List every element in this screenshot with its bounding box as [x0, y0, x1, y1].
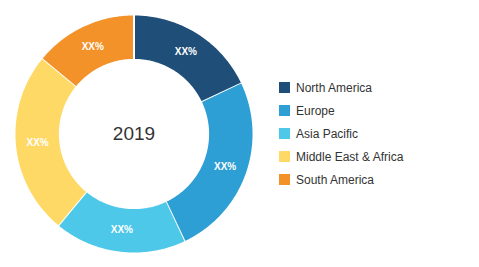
svg-text:2019: 2019 [113, 123, 155, 144]
html-text:Asia Pacific: Asia Pacific [296, 126, 358, 141]
html-text:North America: North America [296, 80, 372, 95]
html-text:South America: South America [296, 172, 374, 187]
html-text:Europe: Europe [296, 103, 335, 118]
svg-text:XX%: XX% [214, 161, 236, 172]
svg-text:XX%: XX% [26, 137, 48, 148]
svg-text:XX%: XX% [175, 46, 197, 57]
svg-text:XX%: XX% [111, 224, 133, 235]
html-text:Middle East & Africa: Middle East & Africa [296, 149, 404, 164]
svg-text:XX%: XX% [82, 41, 104, 52]
